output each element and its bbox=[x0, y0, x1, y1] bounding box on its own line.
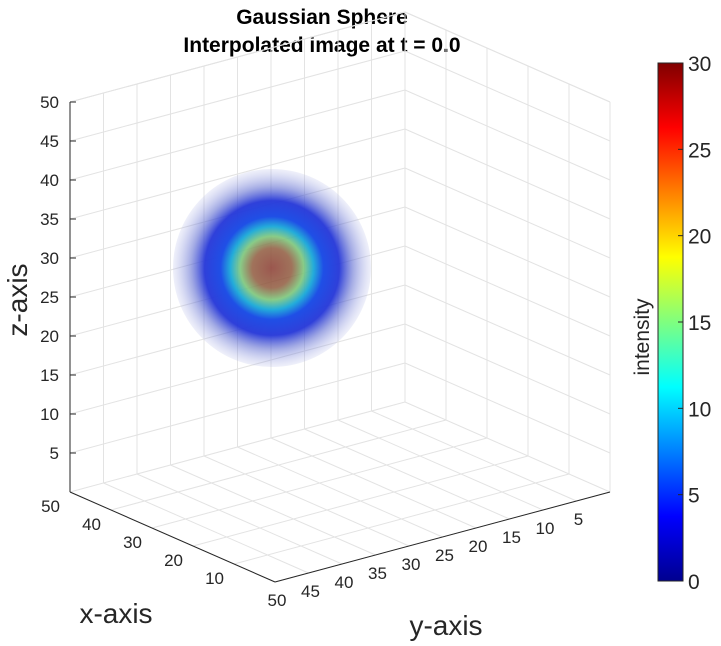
y-tick-labels: 5 10 15 20 25 30 35 40 45 50 bbox=[268, 510, 584, 610]
y-tick-label: 45 bbox=[301, 582, 320, 601]
y-axis-line bbox=[274, 491, 611, 583]
x-tick-label: 50 bbox=[41, 497, 60, 516]
z-tick-label: 30 bbox=[40, 249, 59, 268]
grid-line bbox=[304, 428, 510, 520]
x-tick-label: 20 bbox=[164, 551, 183, 570]
y-tick-label: 20 bbox=[469, 537, 488, 556]
grid-line bbox=[69, 128, 406, 220]
z-tick-label: 50 bbox=[40, 93, 59, 112]
grid-line bbox=[404, 401, 611, 493]
grid-line bbox=[404, 245, 611, 337]
grid-line bbox=[237, 446, 443, 538]
z-tick-label: 20 bbox=[40, 327, 59, 346]
colorbar-tick-label: 30 bbox=[688, 53, 711, 76]
x-tick-label: 40 bbox=[82, 515, 101, 534]
grid-line bbox=[404, 128, 611, 220]
z-axis-label: z-axis bbox=[2, 263, 33, 336]
colorbar-tick-label: 10 bbox=[688, 398, 711, 421]
colorbar-tick-label: 0 bbox=[688, 571, 700, 594]
grid-line bbox=[69, 11, 406, 103]
grid-line bbox=[69, 50, 406, 142]
y-axis-label: y-axis bbox=[409, 610, 482, 641]
grid-line bbox=[203, 455, 410, 547]
y-tick-label: 15 bbox=[502, 528, 521, 547]
y-tick-label: 35 bbox=[368, 564, 387, 583]
grid-line bbox=[337, 419, 544, 511]
x-tick-label: 30 bbox=[123, 533, 142, 552]
y-tick-label: 40 bbox=[335, 573, 354, 592]
grid-line bbox=[404, 167, 611, 259]
z-tick-label: 35 bbox=[40, 210, 59, 229]
z-tick-label: 5 bbox=[50, 444, 59, 463]
grid-line bbox=[371, 410, 577, 502]
y-tick-label: 5 bbox=[574, 510, 583, 529]
y-tick-label: 30 bbox=[402, 555, 421, 574]
grid-line bbox=[404, 50, 611, 142]
z-tick-label: 45 bbox=[40, 132, 59, 151]
grid-line bbox=[69, 362, 406, 454]
colorbar-tick-label: 20 bbox=[688, 226, 711, 249]
grid-line bbox=[404, 11, 611, 103]
grid-line bbox=[103, 482, 309, 574]
colorbar-tick-label: 15 bbox=[688, 312, 711, 335]
grid-line bbox=[270, 437, 477, 529]
z-tick-label: 40 bbox=[40, 171, 59, 190]
chart-title: Gaussian Sphere bbox=[236, 6, 408, 29]
gaussian-sphere bbox=[173, 169, 371, 367]
z-tick-label: 15 bbox=[40, 366, 59, 385]
chart-subtitle: Interpolated image at t = 0.0 bbox=[183, 34, 460, 57]
grid-line bbox=[170, 464, 376, 556]
grid-line bbox=[404, 89, 611, 181]
grid-line bbox=[69, 89, 406, 181]
x-tick-label: 10 bbox=[205, 569, 224, 588]
z-tick-labels: 5 10 15 20 25 30 35 40 45 50 bbox=[40, 93, 76, 463]
x-axis-line bbox=[69, 491, 276, 583]
colorbar-label: intensity bbox=[631, 298, 654, 376]
y-tick-label: 50 bbox=[268, 591, 287, 610]
grid-line bbox=[404, 206, 611, 298]
z-tick-label: 10 bbox=[40, 405, 59, 424]
grid-line bbox=[404, 362, 611, 454]
grid-line bbox=[69, 323, 406, 415]
x-axis-label: x-axis bbox=[79, 598, 152, 629]
x-tick-labels: 10 20 30 40 50 bbox=[41, 497, 224, 588]
grid-line bbox=[404, 323, 611, 415]
grid-line bbox=[404, 284, 611, 376]
z-tick-label: 25 bbox=[40, 288, 59, 307]
grid-line bbox=[136, 473, 343, 565]
y-tick-label: 25 bbox=[435, 546, 454, 565]
colorbar-tick-label: 25 bbox=[688, 139, 711, 162]
y-tick-label: 10 bbox=[536, 519, 555, 538]
axes bbox=[69, 102, 611, 583]
colorbar-ticks: 0 5 10 15 20 25 30 bbox=[678, 53, 711, 594]
colorbar-tick-label: 5 bbox=[688, 485, 700, 508]
